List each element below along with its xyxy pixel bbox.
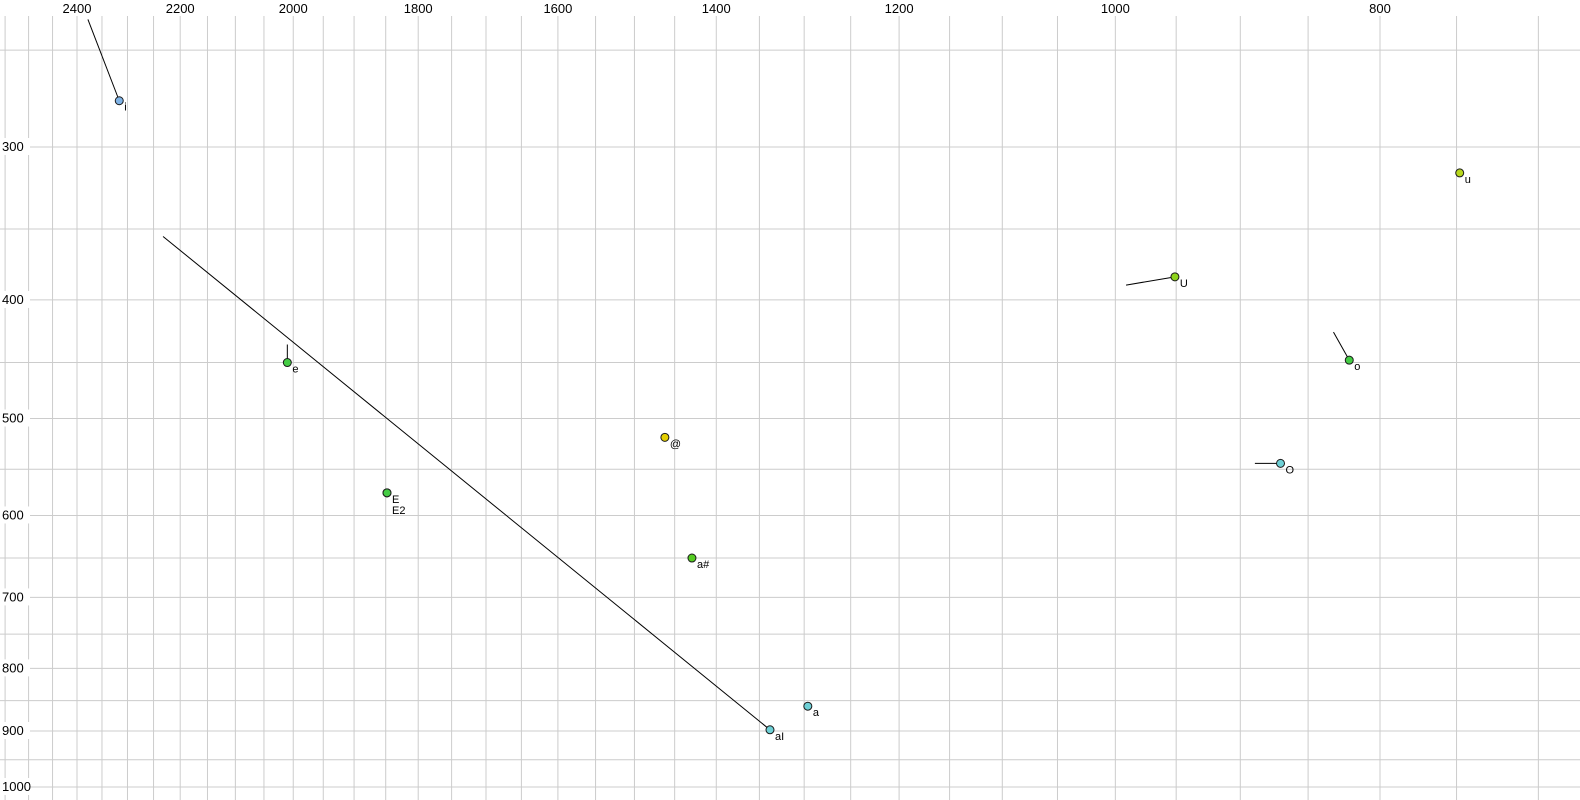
vowel-point [803, 701, 813, 711]
x-axis-tick-label: 2400 [63, 1, 92, 16]
y-axis-tick-bg [0, 506, 30, 524]
y-axis-tick-label: 300 [2, 139, 24, 154]
formant-trajectory-line [87, 19, 120, 101]
vowel-point-label: @ [670, 438, 681, 450]
y-axis-tick-label: 1000 [2, 779, 31, 794]
y-axis-tick-label: 600 [2, 507, 24, 522]
y-axis-tick-label: 700 [2, 589, 24, 604]
x-axis-tick-label: 1000 [1101, 1, 1130, 16]
x-axis-tick-label: 2000 [279, 1, 308, 16]
vowel-point [1344, 355, 1354, 365]
y-axis-tick-bg [0, 778, 30, 795]
vowel-point-label: a# [697, 559, 710, 571]
formant-trajectory-line [1125, 276, 1176, 286]
vowel-point-label: e [292, 364, 298, 376]
vowel-point-label: O [1286, 464, 1295, 476]
y-axis-tick-bg [0, 138, 30, 155]
y-axis-tick-label: 500 [2, 411, 24, 426]
vowel-point [282, 358, 292, 368]
y-axis-tick-bg [0, 588, 30, 606]
y-axis-tick-label: 400 [2, 292, 24, 307]
formant-trajectory-line [1333, 331, 1350, 361]
vowel-point-label: aI [775, 731, 784, 743]
vowel-point [765, 725, 775, 735]
y-axis-tick-label: 800 [2, 660, 24, 675]
y-axis-tick-bg [0, 409, 30, 427]
x-axis-tick-label: 1200 [885, 1, 914, 16]
vowel-point [687, 553, 697, 563]
vowel-point-label: U [1180, 278, 1188, 290]
formant-trajectory-line [162, 236, 771, 731]
x-axis-tick-label: 1600 [543, 1, 572, 16]
y-axis-tick-bg [0, 659, 30, 677]
vowel-point [382, 488, 392, 498]
vowel-point [114, 96, 124, 106]
x-axis-tick-label: 1800 [404, 1, 433, 16]
x-axis-tick-label: 800 [1369, 1, 1391, 16]
vowel-point-label: a [813, 707, 820, 719]
x-axis-tick-label: 2200 [166, 1, 195, 16]
vowel-point [1455, 168, 1465, 178]
vowel-point [660, 432, 670, 442]
vowel-point [1276, 458, 1286, 468]
y-axis-tick-bg [0, 721, 30, 739]
y-axis-tick-bg [0, 290, 30, 308]
x-axis-tick-label: 1400 [702, 1, 731, 16]
vowel-point-label: E2 [392, 505, 405, 517]
vowel-point-label: i [124, 102, 126, 114]
y-axis-tick-label: 900 [2, 723, 24, 738]
vowel-point-label: o [1354, 361, 1360, 373]
vowel-point [1170, 272, 1180, 282]
vowel-point-label: u [1465, 174, 1471, 186]
vowel-point-label: E [392, 494, 399, 506]
